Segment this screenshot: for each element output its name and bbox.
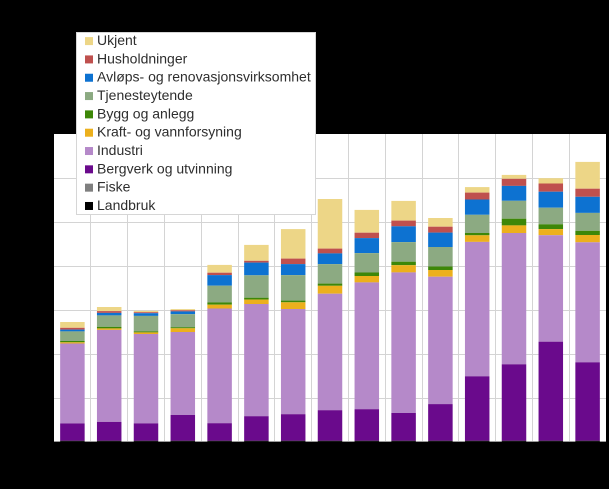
svg-text:Kraft- og vannforsyning: Kraft- og vannforsyning bbox=[97, 124, 242, 140]
svg-text:Landbruk: Landbruk bbox=[97, 197, 156, 213]
svg-text:Bergverk og utvinning: Bergverk og utvinning bbox=[97, 160, 232, 176]
svg-text:Ukjent: Ukjent bbox=[97, 32, 137, 48]
svg-text:Bygg og anlegg: Bygg og anlegg bbox=[97, 105, 194, 121]
svg-text:Avløps- og renovasjonsvirksomh: Avløps- og renovasjonsvirksomhet bbox=[97, 69, 311, 85]
svg-text:Fiske: Fiske bbox=[97, 179, 131, 195]
svg-text:Tjenesteytende: Tjenesteytende bbox=[97, 87, 193, 103]
svg-text:Industri: Industri bbox=[97, 142, 143, 158]
svg-text:Husholdninger: Husholdninger bbox=[97, 50, 188, 66]
